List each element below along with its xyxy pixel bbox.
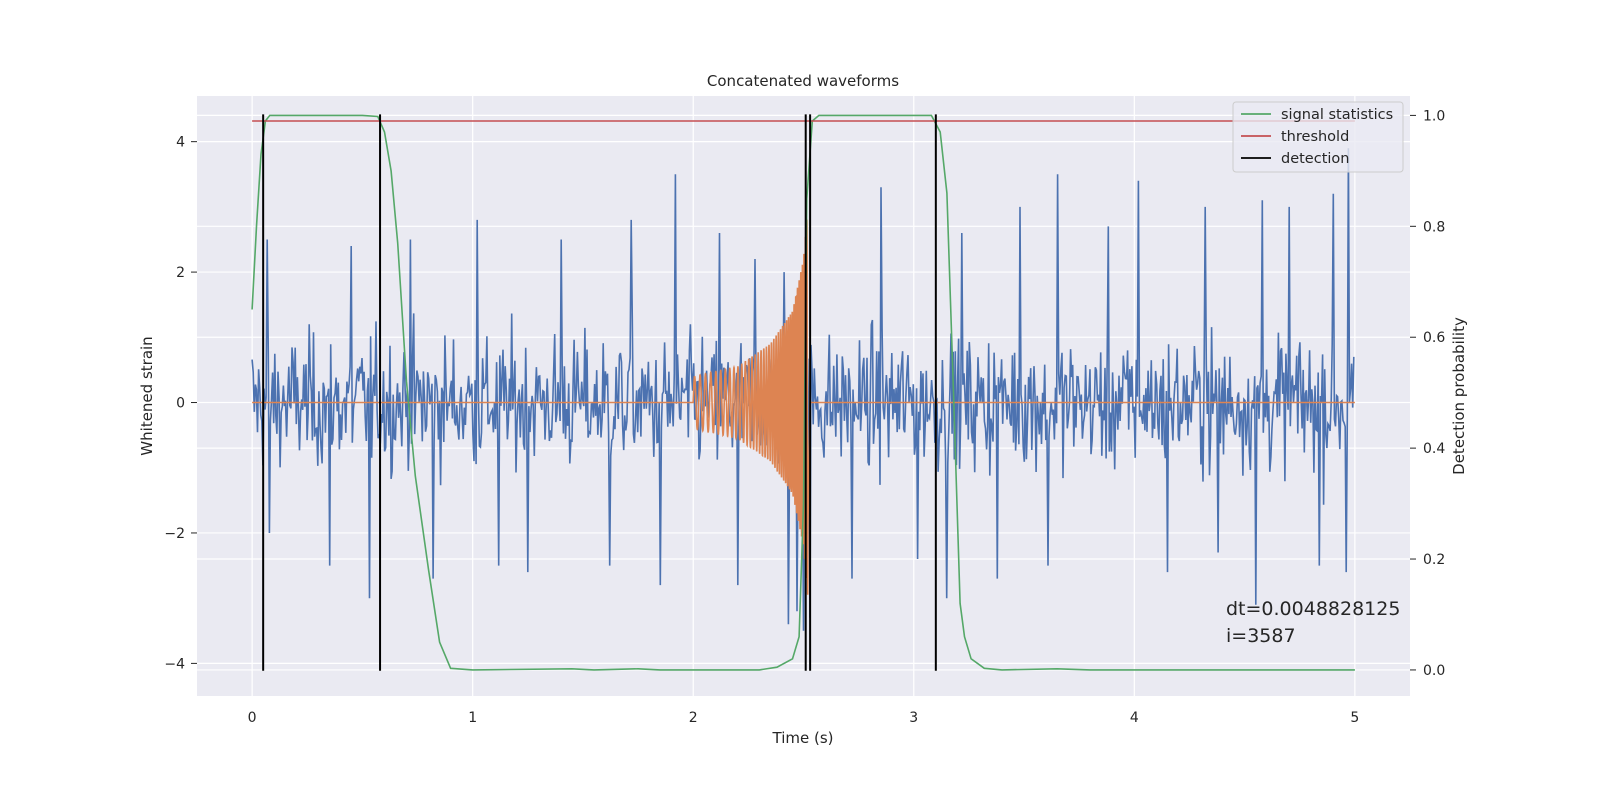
chart-title: Concatenated waveforms — [707, 72, 899, 90]
legend-label: signal statistics — [1281, 107, 1393, 123]
x-tick-label: 2 — [689, 710, 698, 726]
x-tick-label: 0 — [248, 710, 257, 726]
y2-tick-label: 0.8 — [1423, 219, 1445, 235]
annotation-line: dt=0.0048828125 — [1226, 598, 1400, 620]
y-tick-label: 2 — [176, 265, 185, 281]
x-tick-label: 5 — [1350, 710, 1359, 726]
legend: signal statistics threshold detection — [1232, 101, 1404, 173]
y-tick-label: −4 — [164, 656, 185, 672]
y2-tick-label: 0.2 — [1423, 552, 1445, 568]
y2-tick-label: 0.6 — [1423, 330, 1445, 346]
x-tick-label: 4 — [1130, 710, 1139, 726]
y-axis-label: Whitened strain — [138, 336, 156, 455]
y2-axis-label: Detection probability — [1450, 317, 1468, 475]
annotation-line: i=3587 — [1226, 625, 1296, 647]
y2-tick-label: 0.4 — [1423, 441, 1445, 457]
x-tick-label: 1 — [468, 710, 477, 726]
y2-tick-label: 0.0 — [1423, 663, 1445, 679]
y2-tick-labels: 0.0 0.2 0.4 0.6 0.8 1.0 — [1410, 108, 1445, 679]
injected-signal-line — [252, 219, 1355, 595]
signal-statistics-line — [251, 114, 1355, 671]
y-tick-label: 4 — [176, 135, 185, 151]
legend-label: detection — [1281, 151, 1349, 167]
plot-content — [251, 114, 1355, 671]
y-tick-label: 0 — [176, 396, 185, 412]
x-tick-labels: 0 1 2 3 4 5 — [248, 710, 1360, 726]
y2-tick-label: 1.0 — [1423, 108, 1445, 124]
annotation: dt=0.0048828125 i=3587 — [1226, 598, 1400, 647]
legend-label: threshold — [1281, 129, 1349, 145]
y-tick-labels: −4 −2 0 2 4 — [164, 135, 197, 672]
x-axis-label: Time (s) — [772, 729, 834, 747]
y-tick-label: −2 — [164, 526, 185, 542]
x-tick-label: 3 — [909, 710, 918, 726]
legend-box — [1232, 101, 1404, 173]
